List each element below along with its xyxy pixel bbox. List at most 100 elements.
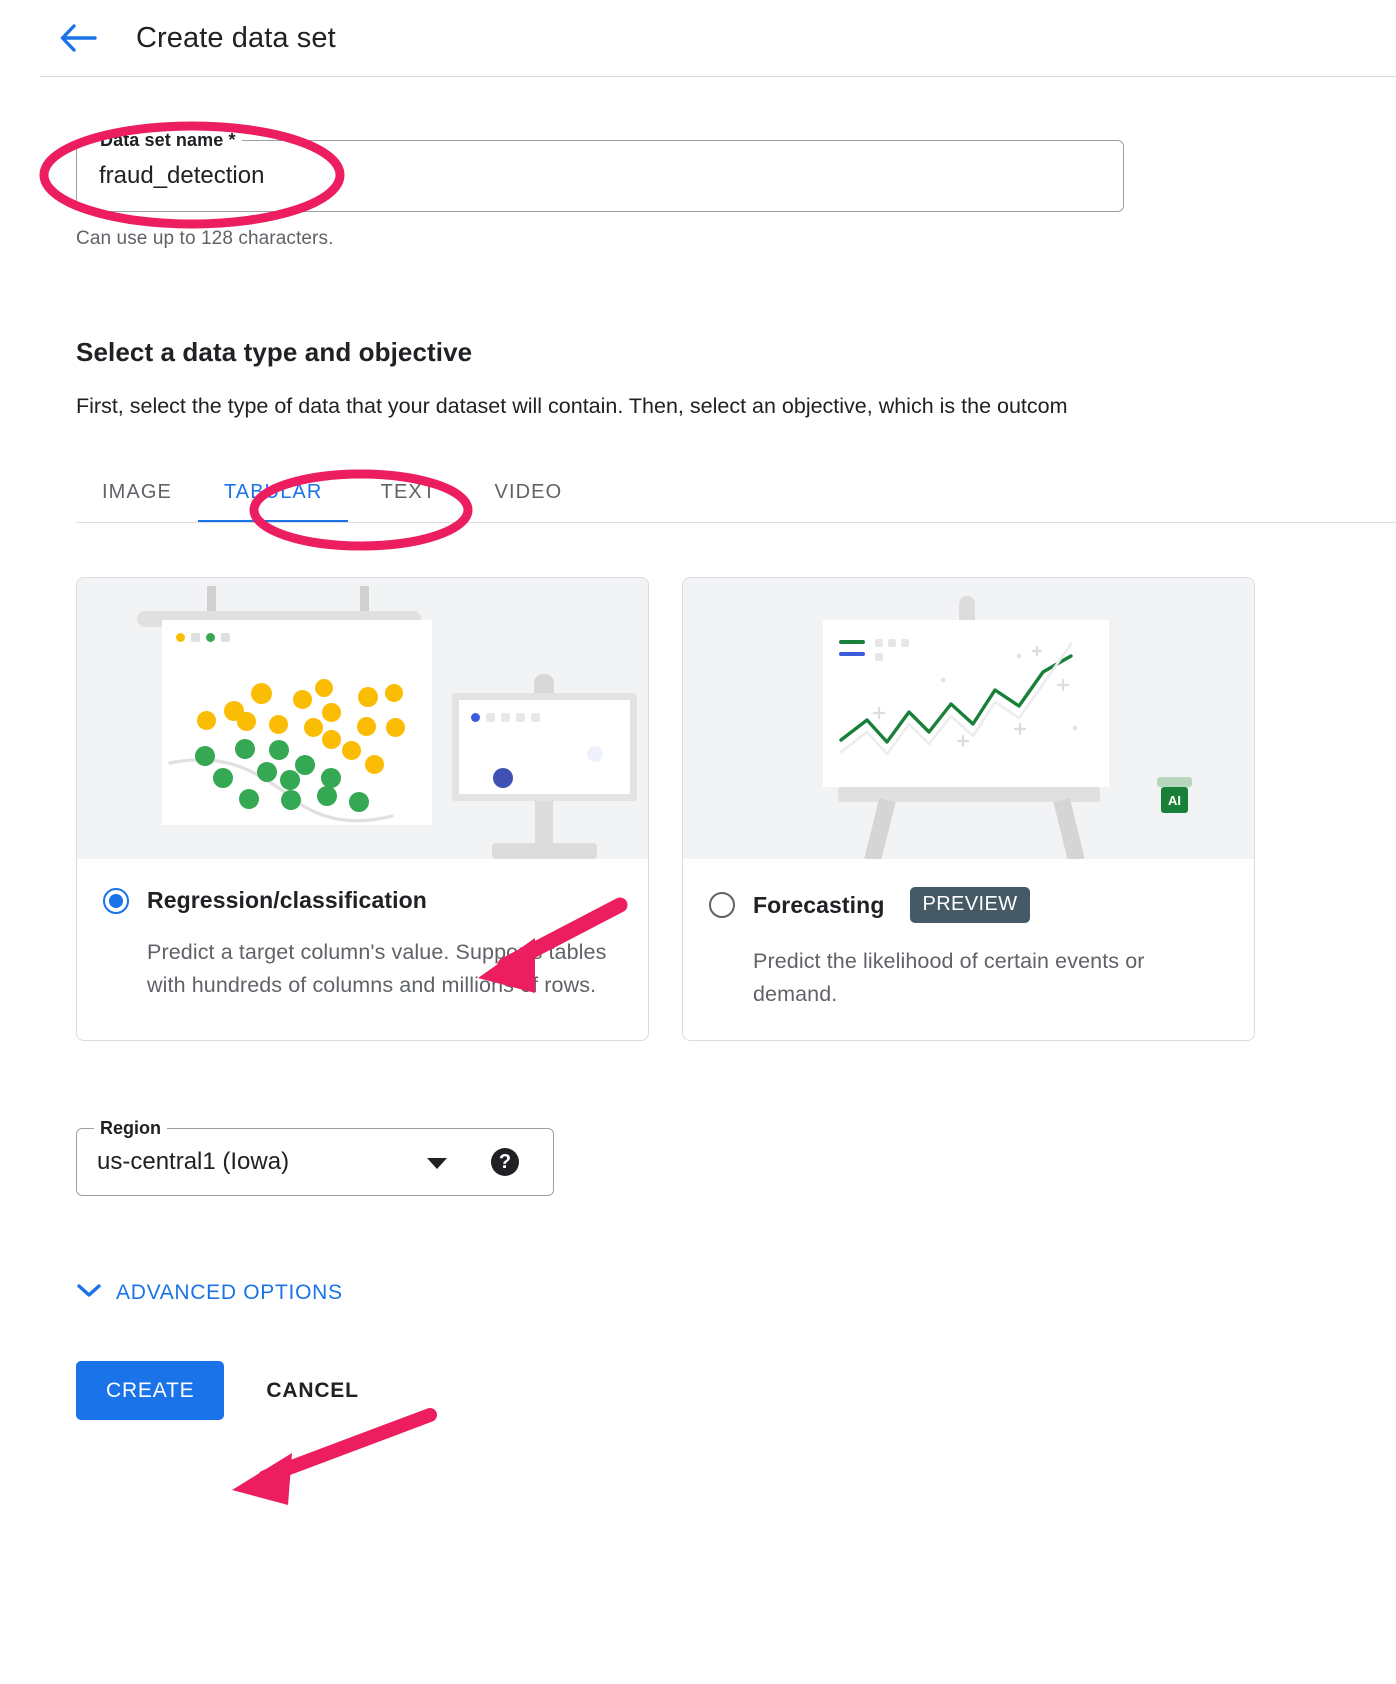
scatter-point bbox=[213, 768, 233, 788]
monitor-legend-dot-icon bbox=[501, 713, 510, 722]
forecasting-label: Forecasting bbox=[753, 891, 885, 918]
region-select[interactable]: Region us-central1 (Iowa) ? bbox=[76, 1118, 554, 1197]
monitor-legend-dot-icon bbox=[516, 713, 525, 722]
projector-hanger-right-icon bbox=[360, 586, 369, 614]
tabs-divider bbox=[76, 522, 1396, 523]
card-regression-classification[interactable]: Regression/classification Predict a targ… bbox=[76, 577, 649, 1042]
ai-cup-icon bbox=[1157, 777, 1192, 787]
card-body-forecasting: Forecasting PREVIEW Predict the likeliho… bbox=[683, 859, 1254, 1040]
forecasting-option[interactable]: Forecasting PREVIEW bbox=[709, 887, 1228, 923]
tab-tabular[interactable]: TABULAR bbox=[197, 461, 349, 523]
region-selected-value: us-central1 (Iowa) bbox=[97, 1148, 290, 1176]
radio-regression-classification[interactable] bbox=[103, 887, 129, 914]
card-forecasting[interactable]: AI Forecasting PREVIEW Predict the likel… bbox=[682, 577, 1255, 1042]
legend-line-green-icon bbox=[839, 640, 865, 644]
forecast-line-chart bbox=[839, 642, 1078, 756]
data-set-name-hint: Can use up to 128 characters. bbox=[76, 228, 334, 249]
easel-tray-icon bbox=[838, 787, 1100, 802]
legend-dot-green-icon bbox=[206, 633, 215, 642]
monitor-legend-dot-icon bbox=[486, 713, 495, 722]
region-label: Region bbox=[94, 1118, 167, 1140]
scatter-point bbox=[280, 770, 300, 790]
scatter-point bbox=[281, 790, 301, 810]
data-set-name-field[interactable]: Data set name * bbox=[76, 130, 1124, 212]
page-header: Create data set bbox=[0, 0, 1396, 76]
scatter-point bbox=[257, 762, 277, 782]
easel-leg-left-icon bbox=[864, 797, 896, 859]
objective-cards: Regression/classification Predict a targ… bbox=[76, 577, 1396, 1042]
page-title: Create data set bbox=[136, 21, 336, 54]
regression-illustration bbox=[77, 578, 648, 859]
advanced-options-toggle[interactable]: ADVANCED OPTIONS bbox=[76, 1281, 343, 1305]
legend-dot-grey1-icon bbox=[191, 633, 200, 642]
ai-badge-icon: AI bbox=[1161, 787, 1188, 813]
scatter-point bbox=[304, 718, 323, 737]
legend-square-icon bbox=[888, 639, 896, 647]
status-badge: PREVIEW bbox=[910, 887, 1030, 923]
scatter-point bbox=[315, 679, 333, 697]
card-body-regression: Regression/classification Predict a targ… bbox=[77, 859, 648, 1031]
scatter-point bbox=[235, 739, 255, 759]
data-set-name-input[interactable] bbox=[97, 141, 1103, 211]
scatter-point bbox=[239, 789, 259, 809]
monitor-point bbox=[587, 746, 603, 762]
scatter-point bbox=[317, 786, 337, 806]
advanced-options-label: ADVANCED OPTIONS bbox=[116, 1281, 343, 1305]
scatter-point bbox=[322, 703, 341, 722]
scatter-point bbox=[322, 730, 341, 749]
regression-classification-label: Regression/classification bbox=[147, 887, 427, 913]
scatter-point bbox=[342, 741, 361, 760]
scatter-point bbox=[357, 717, 376, 736]
scatter-point bbox=[321, 768, 341, 788]
legend-line-blue-icon bbox=[839, 652, 865, 656]
scatter-point bbox=[293, 690, 312, 709]
form-actions: CREATE CANCEL bbox=[76, 1361, 1396, 1421]
forecasting-description: Predict the likelihood of certain events… bbox=[753, 949, 1145, 1006]
tab-video[interactable]: VIDEO bbox=[494, 481, 563, 503]
tab-text[interactable]: TEXT bbox=[380, 481, 437, 503]
section-title: Select a data type and objective bbox=[76, 337, 473, 367]
monitor-icon bbox=[452, 693, 637, 801]
scatter-point bbox=[269, 740, 289, 760]
scatter-point bbox=[295, 755, 315, 775]
scatter-point bbox=[195, 746, 215, 766]
monitor-base-icon bbox=[492, 843, 597, 859]
chevron-down-icon[interactable] bbox=[427, 1158, 447, 1170]
header-divider bbox=[40, 76, 1396, 77]
scatter-point bbox=[385, 684, 403, 702]
legend-dot-yellow-icon bbox=[176, 633, 185, 642]
monitor-point bbox=[493, 768, 513, 788]
scatter-point bbox=[386, 718, 405, 737]
scatter-point bbox=[237, 712, 256, 731]
monitor-legend-dot-icon bbox=[471, 713, 480, 722]
scatter-point bbox=[365, 755, 384, 774]
monitor-neck-icon bbox=[535, 801, 553, 846]
legend-square-icon bbox=[901, 639, 909, 647]
section-description: First, select the type of data that your… bbox=[76, 394, 1068, 418]
monitor-legend-dot-icon bbox=[531, 713, 540, 722]
tab-image[interactable]: IMAGE bbox=[102, 481, 172, 503]
scatter-point bbox=[358, 687, 378, 707]
scatter-point bbox=[251, 683, 272, 704]
help-icon[interactable]: ? bbox=[491, 1148, 519, 1177]
legend-square-icon bbox=[875, 639, 883, 647]
easel-knob-icon bbox=[959, 596, 975, 626]
cancel-button[interactable]: CANCEL bbox=[254, 1379, 370, 1403]
easel-canvas-icon: AI bbox=[823, 620, 1192, 813]
radio-forecasting[interactable] bbox=[709, 892, 735, 918]
data-type-tabs: IMAGE TABULAR TEXT VIDEO bbox=[76, 461, 1396, 523]
legend-square-icon bbox=[875, 653, 883, 661]
forecasting-illustration: AI bbox=[683, 578, 1254, 859]
easel-leg-right-icon bbox=[1053, 797, 1085, 859]
regression-classification-option[interactable]: Regression/classification bbox=[103, 887, 622, 914]
scatter-point bbox=[269, 715, 288, 734]
arrow-left-icon[interactable] bbox=[55, 15, 101, 61]
legend-dot-grey2-icon bbox=[221, 633, 230, 642]
chevron-down-icon bbox=[76, 1281, 102, 1305]
scatter-point bbox=[349, 792, 369, 812]
projector-hanger-left-icon bbox=[207, 586, 216, 614]
scatter-point bbox=[197, 711, 216, 730]
create-button[interactable]: CREATE bbox=[76, 1361, 225, 1421]
annotation-arrow-create bbox=[232, 1408, 437, 1505]
